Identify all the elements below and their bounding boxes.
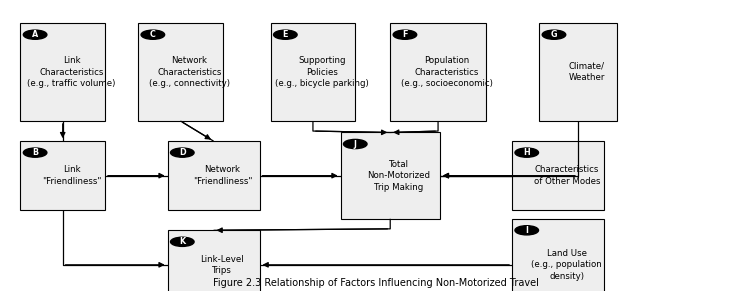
Text: Supporting
Policies
(e.g., bicycle parking): Supporting Policies (e.g., bicycle parki… [275,56,369,88]
FancyBboxPatch shape [138,23,223,121]
FancyBboxPatch shape [20,23,105,121]
FancyBboxPatch shape [391,23,486,121]
Text: A: A [32,30,38,39]
Text: C: C [150,30,155,39]
Circle shape [23,30,47,39]
Circle shape [170,148,194,157]
Text: I: I [525,226,528,235]
Text: Link
Characteristics
(e.g., traffic volume): Link Characteristics (e.g., traffic volu… [27,56,116,88]
Text: Climate/
Weather: Climate/ Weather [569,62,605,82]
Circle shape [141,30,164,39]
Text: E: E [282,30,288,39]
Text: Link-Level
Trips: Link-Level Trips [201,255,244,275]
Circle shape [273,30,297,39]
Text: G: G [550,30,557,39]
Text: Total
Non-Motorized
Trip Making: Total Non-Motorized Trip Making [367,160,430,192]
Text: H: H [523,148,530,157]
Circle shape [343,140,367,149]
FancyBboxPatch shape [512,141,604,210]
Text: Population
Characteristics
(e.g., socioeconomic): Population Characteristics (e.g., socioe… [401,56,493,88]
FancyBboxPatch shape [270,23,355,121]
Text: D: D [179,148,185,157]
Circle shape [515,226,538,235]
FancyBboxPatch shape [167,230,260,299]
Text: J: J [354,140,357,148]
Circle shape [542,30,566,39]
Text: Characteristics
of Other Modes: Characteristics of Other Modes [534,166,600,186]
Text: B: B [32,148,38,157]
FancyBboxPatch shape [20,141,105,210]
FancyBboxPatch shape [512,219,604,306]
Circle shape [515,148,538,157]
Circle shape [394,30,417,39]
Text: Network
"Friendliness": Network "Friendliness" [193,166,252,186]
Text: Link
"Friendliness": Link "Friendliness" [42,166,101,186]
Text: Figure 2.3 Relationship of Factors Influencing Non-Motorized Travel: Figure 2.3 Relationship of Factors Influ… [213,278,538,288]
Circle shape [23,148,47,157]
Circle shape [170,237,194,246]
Text: Network
Characteristics
(e.g., connectivity): Network Characteristics (e.g., connectiv… [149,56,230,88]
FancyBboxPatch shape [539,23,617,121]
Text: K: K [179,237,185,246]
Text: Land Use
(e.g., population
density): Land Use (e.g., population density) [532,249,602,281]
FancyBboxPatch shape [340,132,440,219]
Text: F: F [403,30,408,39]
FancyBboxPatch shape [167,141,260,210]
